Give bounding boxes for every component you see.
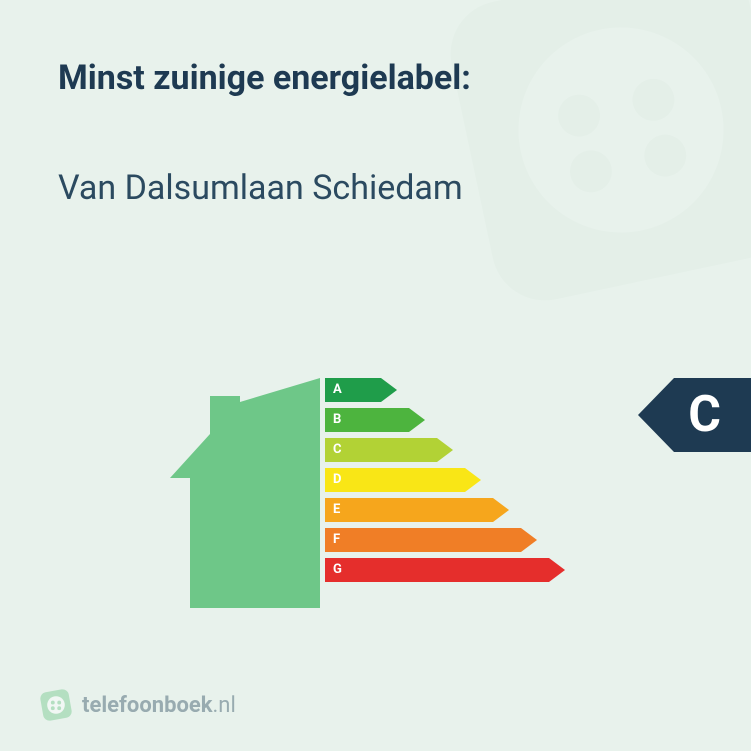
footer-brand: telefoonboek.nl	[82, 693, 236, 718]
bar-arrowhead	[381, 378, 397, 402]
bar-label: G	[333, 558, 342, 582]
footer-logo-icon	[40, 689, 72, 721]
footer-brand-bold: telefoonboek	[82, 693, 213, 718]
bar-label: C	[333, 438, 342, 462]
bar-label: F	[333, 528, 340, 552]
bar-body	[325, 468, 465, 492]
page-heading: Minst zuinige energielabel:	[58, 58, 471, 98]
bar-label: B	[333, 408, 341, 432]
bar-arrowhead	[437, 438, 453, 462]
result-arrowhead	[638, 378, 674, 452]
result-badge: C	[638, 378, 751, 452]
bar-arrowhead	[549, 558, 565, 582]
bar-body	[325, 558, 549, 582]
bar-label: E	[333, 498, 340, 522]
bar-arrowhead	[409, 408, 425, 432]
location-name: Van Dalsumlaan Schiedam	[58, 168, 463, 208]
house-icon	[170, 378, 320, 608]
bar-label: D	[333, 468, 341, 492]
result-letter: C	[674, 378, 751, 452]
footer-brand-light: .nl	[213, 693, 236, 718]
bar-body	[325, 498, 493, 522]
bar-body	[325, 528, 521, 552]
bar-arrowhead	[521, 528, 537, 552]
bar-arrowhead	[493, 498, 509, 522]
bar-label: A	[333, 378, 342, 402]
bar-arrowhead	[465, 468, 481, 492]
footer: telefoonboek.nl	[40, 689, 236, 721]
